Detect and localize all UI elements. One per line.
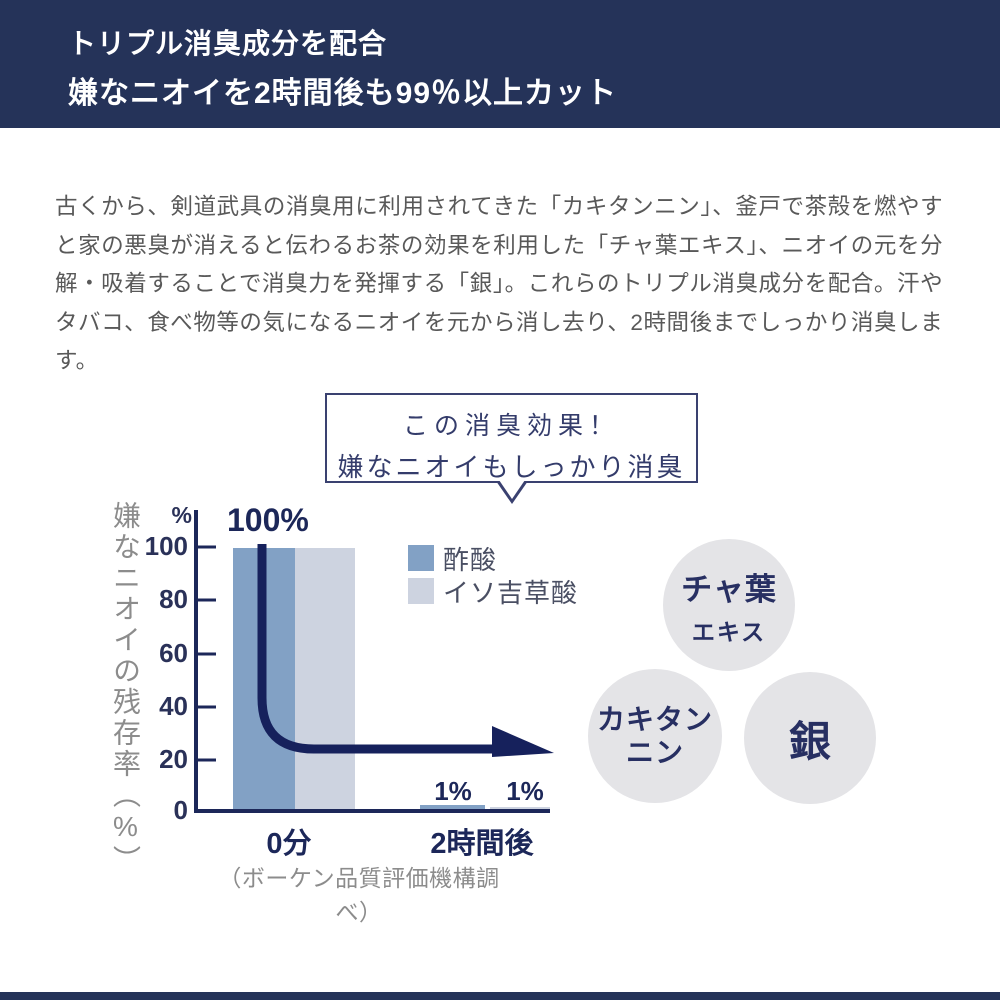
bar-value-label-1pct-a: 1% <box>434 776 472 806</box>
ingredient-circle-silver: 銀 <box>744 672 876 804</box>
footer-bar <box>0 992 1000 1000</box>
bar-value-label-100pct: 100% <box>227 502 309 538</box>
y-axis-unit-label: % <box>171 502 192 528</box>
ingredient-circle-kakitannin: カキタン ニン <box>588 669 722 803</box>
x-axis-label-0min: 0分 <box>266 828 312 860</box>
speech-bubble-line2: 嫌なニオイもしっかり消臭 <box>337 453 686 482</box>
y-tick-label-40: 40 <box>159 691 188 721</box>
legend-swatch-sakusan <box>408 545 434 571</box>
legend-label-sakusan: 酢酸 <box>443 544 498 575</box>
header-banner: トリプル消臭成分を配合 嫌なニオイを2時間後も99％以上カット <box>0 0 1000 128</box>
header-title-line2: 嫌なニオイを2時間後も99％以上カット <box>68 77 618 110</box>
body-paragraph: 古くから、剣道武具の消臭用に利用されてきた「カキタンニン」、釜戸で茶殻を燃やすと… <box>55 194 943 373</box>
y-tick-label-20: 20 <box>159 744 188 774</box>
legend-swatch-isokissousan <box>408 578 434 604</box>
speech-bubble-line1: この消臭効果！ <box>402 413 620 440</box>
legend-item-isokissousan: イソ吉草酸 <box>408 578 578 608</box>
ingredient-label-line2: ニン <box>625 737 684 768</box>
ingredient-label-line1: 銀 <box>788 717 831 765</box>
y-tick-label-80: 80 <box>159 584 188 614</box>
decrease-arrow-line <box>257 544 497 754</box>
bar-イソ吉草酸-0分 <box>295 548 355 811</box>
bar-酢酸-2時間後 <box>420 805 485 811</box>
ingredient-label-line2: エキス <box>691 618 767 645</box>
ingredient-label-line1: カキタン <box>596 704 713 735</box>
chart-legend: 酢酸 イソ吉草酸 <box>408 545 578 611</box>
decrease-arrow-head-icon <box>492 726 554 757</box>
bar-value-label-1pct-b: 1% <box>506 776 544 806</box>
y-tick-label-0: 0 <box>173 795 188 825</box>
y-axis-title: 嫌なニオイの残存率（%） <box>110 501 141 876</box>
source-note: （ボーケン品質評価機構調べ） <box>218 865 500 925</box>
y-tick-label-100: 100 <box>144 531 188 561</box>
ingredient-circle-chaba-extract: チャ葉 エキス <box>663 539 795 671</box>
y-axis-ticks <box>196 545 216 762</box>
legend-item-sakusan: 酢酸 <box>408 545 578 575</box>
header-title-line1: トリプル消臭成分を配合 <box>68 28 388 59</box>
speech-bubble: この消臭効果！ 嫌なニオイもしっかり消臭 <box>325 393 698 504</box>
ingredient-label-line1: チャ葉 <box>681 571 777 607</box>
legend-label-isokissousan: イソ吉草酸 <box>443 577 579 608</box>
y-tick-label-60: 60 <box>159 638 188 668</box>
x-axis-label-2hours: 2時間後 <box>430 828 534 860</box>
